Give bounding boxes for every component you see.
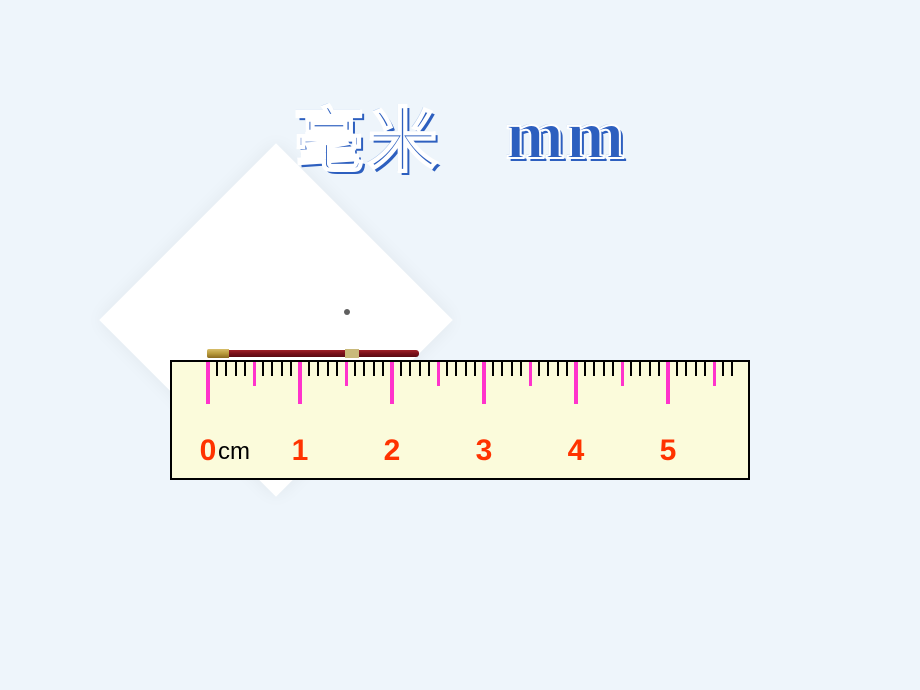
tick-mm	[612, 362, 614, 376]
tick-mm	[731, 362, 733, 376]
tick-mm	[446, 362, 448, 376]
pencil-band	[345, 349, 359, 358]
tick-mm	[685, 362, 687, 376]
tick-cm	[574, 362, 578, 404]
tick-mm	[630, 362, 632, 376]
tick-mm	[520, 362, 522, 376]
tick-mm	[235, 362, 237, 376]
tick-mm	[373, 362, 375, 376]
tick-mm	[455, 362, 457, 376]
tick-mm	[262, 362, 264, 376]
tick-cm	[298, 362, 302, 404]
tick-mm	[327, 362, 329, 376]
tick-mm	[704, 362, 706, 376]
tick-mm	[501, 362, 503, 376]
tick-cm	[482, 362, 486, 404]
tick-mm	[363, 362, 365, 376]
tick-mm	[244, 362, 246, 376]
tick-mm	[474, 362, 476, 376]
ruler-number: 3	[476, 434, 493, 468]
ruler-unit-label: cm	[218, 438, 250, 466]
ruler-labels: 0 1 2 3 4 5 cm	[172, 434, 748, 474]
tick-mm	[658, 362, 660, 376]
tick-mm	[382, 362, 384, 376]
tick-cm	[666, 362, 670, 404]
tick-mm	[336, 362, 338, 376]
tick-cm	[390, 362, 394, 404]
tick-mm	[216, 362, 218, 376]
tick-mm	[271, 362, 273, 376]
tick-mm	[354, 362, 356, 376]
tick-mm	[419, 362, 421, 376]
tick-mm	[547, 362, 549, 376]
tick-half	[713, 362, 716, 386]
tick-half	[621, 362, 624, 386]
tick-mm	[538, 362, 540, 376]
tick-mm	[290, 362, 292, 376]
tick-mm	[722, 362, 724, 376]
ruler-number: 0	[200, 434, 217, 468]
tick-mm	[639, 362, 641, 376]
ruler-number: 5	[660, 434, 677, 468]
title-row: 毫米 mm	[0, 85, 920, 186]
tick-mm	[308, 362, 310, 376]
tick-mm	[225, 362, 227, 376]
tick-mm	[566, 362, 568, 376]
tick-mm	[676, 362, 678, 376]
tick-cm	[206, 362, 210, 404]
tick-half	[437, 362, 440, 386]
tick-mm	[603, 362, 605, 376]
pencil-tip	[207, 349, 229, 358]
tick-mm	[428, 362, 430, 376]
tick-mm	[400, 362, 402, 376]
tick-mm	[695, 362, 697, 376]
tick-mm	[465, 362, 467, 376]
tick-mm	[281, 362, 283, 376]
tick-mm	[649, 362, 651, 376]
tick-mm	[511, 362, 513, 376]
tick-mm	[557, 362, 559, 376]
pencil-body	[229, 350, 419, 357]
title-latin: mm	[506, 96, 627, 176]
tick-mm	[584, 362, 586, 376]
ruler-number: 2	[384, 434, 401, 468]
tick-mm	[409, 362, 411, 376]
tick-mm	[492, 362, 494, 376]
ruler-ticks	[172, 362, 748, 422]
pencil-object	[207, 349, 423, 358]
ruler-number: 4	[568, 434, 585, 468]
tick-mm	[593, 362, 595, 376]
ruler: 0 1 2 3 4 5 cm	[170, 360, 750, 480]
marker-dot	[344, 309, 350, 315]
tick-half	[345, 362, 348, 386]
title-chinese: 毫米	[294, 85, 442, 186]
tick-half	[529, 362, 532, 386]
ruler-number: 1	[292, 434, 309, 468]
tick-half	[253, 362, 256, 386]
tick-mm	[317, 362, 319, 376]
